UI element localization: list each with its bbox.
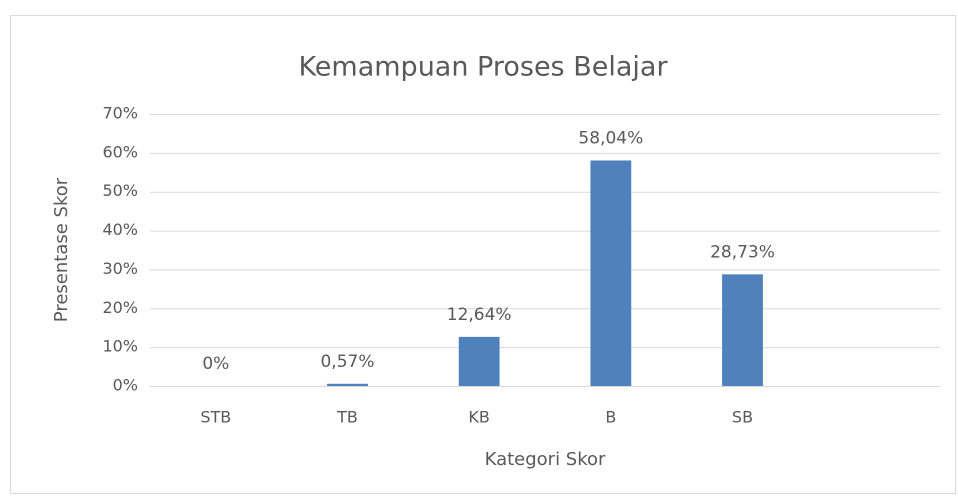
y-tick-label: 70%	[102, 104, 138, 123]
chart-border	[10, 15, 956, 494]
bar	[590, 160, 632, 386]
y-tick-label: 30%	[102, 259, 138, 278]
x-tick-label: TB	[336, 408, 358, 427]
bar	[458, 336, 500, 386]
x-tick-label: B	[605, 408, 616, 427]
data-label: 0,57%	[320, 352, 374, 372]
y-tick-label: 60%	[102, 142, 138, 161]
y-axis-title: Presentase Skor	[51, 177, 72, 322]
data-label: 12,64%	[447, 305, 512, 325]
bar	[327, 383, 368, 386]
chart-title: Kemampuan Proses Belajar	[298, 52, 668, 83]
data-label: 0%	[202, 354, 229, 374]
data-label: 28,73%	[710, 242, 775, 262]
x-tick-label: STB	[200, 408, 231, 427]
y-tick-label: 0%	[113, 376, 138, 395]
x-axis-title: Kategori Skor	[485, 449, 606, 470]
y-tick-label: 50%	[102, 181, 138, 200]
bar	[722, 274, 763, 386]
y-tick-label: 10%	[102, 337, 138, 356]
data-label: 58,04%	[578, 128, 643, 148]
x-tick-label: KB	[468, 408, 489, 427]
y-tick-label: 40%	[102, 220, 138, 239]
x-tick-label: SB	[732, 408, 753, 427]
y-tick-label: 20%	[102, 298, 138, 317]
